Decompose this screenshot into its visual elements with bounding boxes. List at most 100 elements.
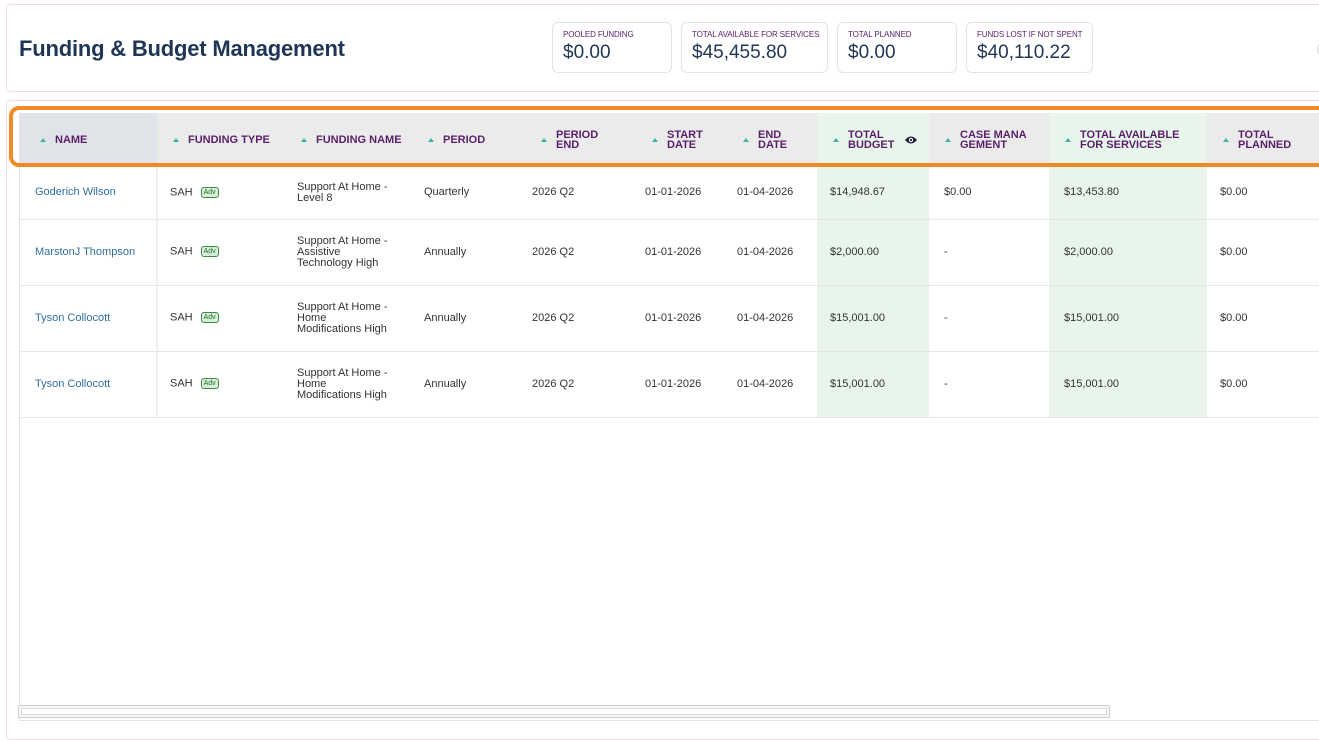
table-row[interactable]: Tyson Collocott SAH Adv Support At Home -… [20,351,1319,418]
cell-funding-type: SAH Adv [157,219,285,286]
column-header-label: PERIOD END [556,129,599,151]
funding-table-scroll-area[interactable]: NAME FUNDING TYPE FUNDING NAME PERIOD PE… [19,113,1319,721]
sort-ascending-icon[interactable] [833,138,839,142]
table-row[interactable]: Goderich Wilson SAH Adv Support At Home -… [20,167,1319,220]
cell-period: Annually [412,285,517,352]
sort-ascending-icon[interactable] [1223,138,1229,142]
column-header-funding-name[interactable]: FUNDING NAME [285,113,412,167]
client-name-link[interactable]: Goderich Wilson [35,186,116,199]
column-header-period[interactable]: PERIOD [412,113,517,167]
sort-ascending-icon[interactable] [40,138,46,142]
cell-total-budget: $15,001.00 [817,351,929,418]
column-header-period-end[interactable]: PERIOD END [517,113,630,167]
cell-total-available: $15,001.00 [1049,351,1207,418]
client-name-link[interactable]: MarstonJ Thompson [35,245,136,258]
column-header-end-date[interactable]: END DATE [723,113,817,167]
stat-total-available: TOTAL AVAILABLE FOR SERVICES $45,455.80 [681,22,828,73]
cell-end-date: 01-04-2026 [723,351,817,418]
funding-table-card: NAME FUNDING TYPE FUNDING NAME PERIOD PE… [6,100,1319,740]
stat-funds-lost: FUNDS LOST IF NOT SPENT $40,110.22 [966,22,1093,73]
column-header-total-planned[interactable]: TOTAL PLANNED [1207,113,1319,167]
stat-value: $40,110.22 [977,42,1071,63]
funding-table: NAME FUNDING TYPE FUNDING NAME PERIOD PE… [20,113,1319,418]
column-header-label: END DATE [758,129,788,151]
sort-ascending-icon[interactable] [173,138,179,142]
table-header-row: NAME FUNDING TYPE FUNDING NAME PERIOD PE… [20,113,1319,167]
column-header-label: PERIOD [443,134,486,146]
sort-ascending-icon[interactable] [652,138,658,142]
column-header-case-management[interactable]: CASE MANAGEMENT [929,113,1049,167]
funding-name-text: Support At Home - Level 8 [297,180,388,204]
column-header-label: NAME [55,134,88,146]
column-header-name[interactable]: NAME [20,113,157,167]
adv-badge: Adv [200,312,219,324]
scrollbar-thumb[interactable] [21,708,1107,715]
cell-start-date: 01-01-2026 [630,351,723,418]
sort-ascending-icon[interactable] [1065,138,1071,142]
funding-name-text: Support At Home - Home Modifications Hig… [297,366,388,401]
cell-case-management: $0.00 [929,167,1049,220]
cell-funding-type: SAH Adv [157,351,285,418]
horizontal-scrollbar[interactable] [18,705,1110,718]
sort-ascending-icon[interactable] [743,138,749,142]
table-row[interactable]: MarstonJ Thompson SAH Adv Support At Home… [20,219,1319,286]
client-name-link[interactable]: Tyson Collocott [35,311,111,324]
stat-value: $0.00 [848,42,896,63]
cell-period-end: 2026 Q2 [517,285,630,352]
sort-ascending-icon[interactable] [541,138,547,142]
cell-period: Annually [412,351,517,418]
funding-type-text: SAH [170,245,193,258]
column-header-label: TOTAL AVAILABLE FOR SERVICES [1080,129,1180,151]
cell-funding-name: Support At Home - Assistive Technology H… [285,219,412,286]
cell-end-date: 01-04-2026 [723,219,817,286]
column-header-label: FUNDING NAME [316,134,402,146]
cell-total-budget: $2,000.00 [817,219,929,286]
cell-total-available: $2,000.00 [1049,219,1207,286]
cell-start-date: 01-01-2026 [630,285,723,352]
adv-badge: Adv [200,246,219,258]
cell-start-date: 01-01-2026 [630,219,723,286]
cell-case-management: - [929,285,1049,352]
cell-period-end: 2026 Q2 [517,219,630,286]
page-header: Funding & Budget Management POOLED FUNDI… [6,4,1319,92]
column-header-total-available[interactable]: TOTAL AVAILABLE FOR SERVICES [1049,113,1207,167]
cell-funding-type: SAH Adv [157,285,285,352]
client-name-link[interactable]: Tyson Collocott [35,377,111,390]
stat-label: TOTAL PLANNED [848,30,912,39]
stat-label: TOTAL AVAILABLE FOR SERVICES [692,30,820,39]
column-header-total-budget[interactable]: TOTAL BUDGET [817,113,929,167]
stat-value: $45,455.80 [692,42,788,63]
sort-ascending-icon[interactable] [301,138,307,142]
column-header-label: FUNDING TYPE [188,134,270,146]
column-header-start-date[interactable]: START DATE [630,113,723,167]
cell-name: MarstonJ Thompson [20,219,158,286]
sort-ascending-icon[interactable] [945,138,951,142]
page-title: Funding & Budget Management [19,36,345,61]
cell-funding-type: SAH Adv [157,167,285,220]
cell-total-available: $15,001.00 [1049,285,1207,352]
cell-case-management: - [929,351,1049,418]
sort-ascending-icon[interactable] [428,138,434,142]
stat-total-planned: TOTAL PLANNED $0.00 [837,22,957,73]
cell-period-end: 2026 Q2 [517,351,630,418]
funding-type-text: SAH [170,377,193,390]
stat-value: $0.00 [563,42,611,63]
cell-funding-name: Support At Home - Home Modifications Hig… [285,285,412,352]
stat-label: POOLED FUNDING [563,30,634,39]
funding-type-text: SAH [170,186,193,199]
cell-total-planned: $0.00 [1207,351,1319,418]
adv-badge: Adv [200,378,219,390]
eye-icon[interactable] [904,135,918,145]
adv-badge: Adv [200,187,219,199]
table-row[interactable]: Tyson Collocott SAH Adv Support At Home -… [20,285,1319,352]
cell-period: Quarterly [412,167,517,220]
stat-pooled-funding: POOLED FUNDING $0.00 [552,22,672,73]
cell-name: Tyson Collocott [20,285,158,352]
cell-period-end: 2026 Q2 [517,167,630,220]
cell-total-planned: $0.00 [1207,167,1319,220]
column-header-label: START DATE [667,129,703,151]
cell-period: Annually [412,219,517,286]
column-header-label: TOTAL PLANNED [1238,129,1292,151]
cell-name: Tyson Collocott [20,351,158,418]
column-header-funding-type[interactable]: FUNDING TYPE [157,113,285,167]
